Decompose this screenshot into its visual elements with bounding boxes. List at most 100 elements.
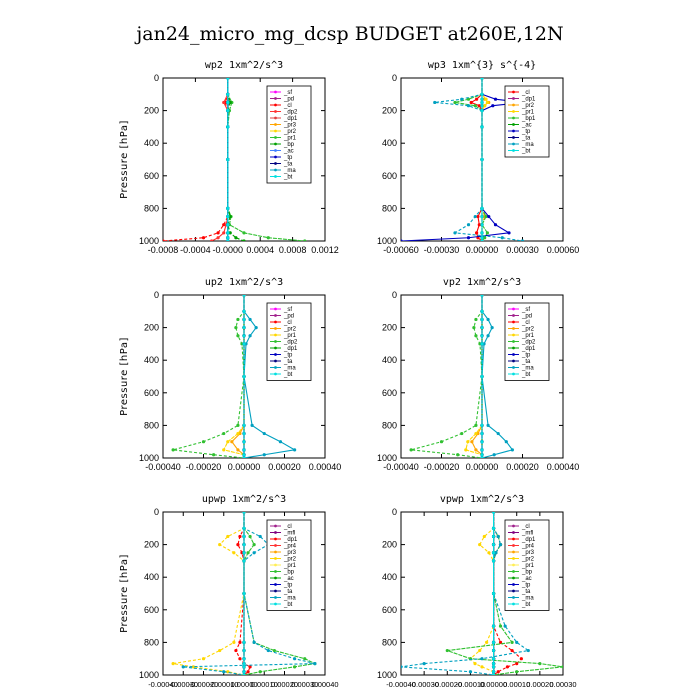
data-point bbox=[250, 423, 254, 427]
legend-marker bbox=[274, 576, 277, 580]
data-point bbox=[242, 543, 246, 547]
data-point bbox=[401, 665, 403, 669]
legend-box bbox=[266, 85, 312, 184]
legend-marker bbox=[274, 372, 277, 376]
legend-marker bbox=[512, 359, 515, 363]
legend: _sf_pd_cl_pr2_pr1_dp2_dp1_tp_ta_ma_bt bbox=[266, 302, 312, 381]
y-tick-label: 1000 bbox=[377, 670, 397, 680]
data-point bbox=[498, 624, 503, 628]
data-point bbox=[491, 673, 496, 675]
data-point bbox=[491, 661, 496, 666]
data-point bbox=[228, 231, 232, 235]
legend-marker bbox=[512, 314, 515, 317]
legend-marker bbox=[512, 576, 515, 580]
data-point bbox=[453, 100, 457, 105]
legend-marker bbox=[274, 90, 277, 94]
x-tick-label: -0.00040 bbox=[386, 680, 416, 689]
legend-label: _pr1 bbox=[283, 563, 297, 569]
x-tick-label: -0.0000 bbox=[213, 245, 244, 255]
legend-marker bbox=[512, 97, 515, 100]
data-point bbox=[254, 326, 258, 330]
data-point bbox=[226, 206, 230, 210]
legend-marker bbox=[512, 544, 515, 547]
data-point bbox=[491, 591, 496, 596]
legend-label: _mfl bbox=[283, 531, 295, 537]
y-tick-label: 0 bbox=[154, 290, 159, 300]
data-point bbox=[470, 440, 474, 444]
x-tick-label: -0.00040 bbox=[383, 462, 419, 472]
data-point bbox=[474, 431, 478, 436]
data-point bbox=[520, 239, 525, 241]
data-point bbox=[480, 374, 484, 379]
data-point bbox=[483, 104, 487, 108]
data-point bbox=[242, 326, 246, 330]
data-point bbox=[222, 431, 226, 436]
data-point bbox=[242, 640, 246, 645]
data-point bbox=[262, 453, 266, 457]
data-point bbox=[258, 534, 262, 539]
data-point bbox=[466, 104, 471, 108]
legend: _sf_pd_cl_dp2_dp1_pr3_pr2_pr1_bp_ac_tp_t… bbox=[266, 85, 312, 184]
data-point bbox=[480, 440, 484, 444]
data-point bbox=[248, 317, 252, 322]
data-point bbox=[242, 440, 246, 444]
legend-marker bbox=[512, 142, 515, 146]
data-point bbox=[475, 97, 479, 101]
data-point bbox=[242, 661, 246, 666]
data-point bbox=[486, 317, 490, 322]
x-tick-label: -0.00010 bbox=[209, 680, 239, 689]
data-point bbox=[496, 534, 500, 539]
legend-label: _cl bbox=[521, 524, 530, 530]
data-point bbox=[163, 239, 165, 241]
data-point bbox=[226, 670, 230, 674]
legend-label: _pr3 bbox=[283, 550, 297, 556]
legend-marker bbox=[274, 570, 277, 573]
legend-label: _cl bbox=[521, 90, 530, 96]
legend-label: _ma bbox=[521, 366, 534, 372]
legend-label: _dp1 bbox=[521, 97, 536, 103]
legend-label: _pr2 bbox=[283, 557, 297, 563]
data-point bbox=[226, 236, 230, 240]
data-point bbox=[242, 295, 246, 297]
legend-marker bbox=[512, 129, 515, 133]
legend-label: _tp bbox=[283, 583, 293, 589]
data-point bbox=[210, 239, 214, 241]
data-point bbox=[439, 440, 444, 444]
data-point bbox=[236, 317, 240, 322]
y-tick-label: 800 bbox=[144, 203, 159, 213]
x-tick-label: 0.00040 bbox=[311, 680, 338, 689]
data-point bbox=[491, 512, 496, 514]
legend-marker bbox=[274, 583, 277, 586]
y-axis-label: Pressure [hPa] bbox=[119, 337, 130, 416]
x-tick-label: 0.00010 bbox=[503, 680, 530, 689]
x-tick-label: 0.00030 bbox=[549, 680, 576, 689]
data-point bbox=[480, 231, 484, 235]
legend-label: _ma bbox=[521, 596, 534, 602]
legend-label: _ma bbox=[283, 168, 296, 174]
data-point bbox=[226, 231, 230, 235]
x-tick-label: 0.00010 bbox=[251, 680, 278, 689]
legend-label: _pr2 bbox=[521, 103, 535, 109]
data-point bbox=[482, 534, 486, 539]
y-tick-label: 800 bbox=[382, 637, 397, 647]
legend-label: _bp1 bbox=[521, 116, 536, 122]
panel-3: up2 1xm^2/s^3 Pressure [hPa] 0 200 400 600 800… bbox=[119, 277, 341, 472]
series-group bbox=[163, 78, 307, 241]
data-point bbox=[238, 640, 242, 645]
legend-label: _ta bbox=[283, 162, 293, 168]
y-tick-label: 200 bbox=[382, 540, 397, 550]
data-point bbox=[490, 326, 494, 330]
y-tick-label: 200 bbox=[144, 323, 159, 333]
data-point bbox=[484, 214, 488, 219]
legend-label: _bt bbox=[521, 372, 531, 378]
data-point bbox=[248, 534, 252, 539]
x-tick-label: -0.00040 bbox=[148, 680, 178, 689]
data-point bbox=[460, 431, 464, 436]
data-point bbox=[491, 559, 496, 563]
data-point bbox=[510, 448, 514, 452]
data-point bbox=[491, 104, 495, 108]
legend-label: _ac bbox=[283, 149, 294, 155]
legend-label: _pr4 bbox=[283, 544, 297, 550]
data-point bbox=[242, 526, 246, 530]
